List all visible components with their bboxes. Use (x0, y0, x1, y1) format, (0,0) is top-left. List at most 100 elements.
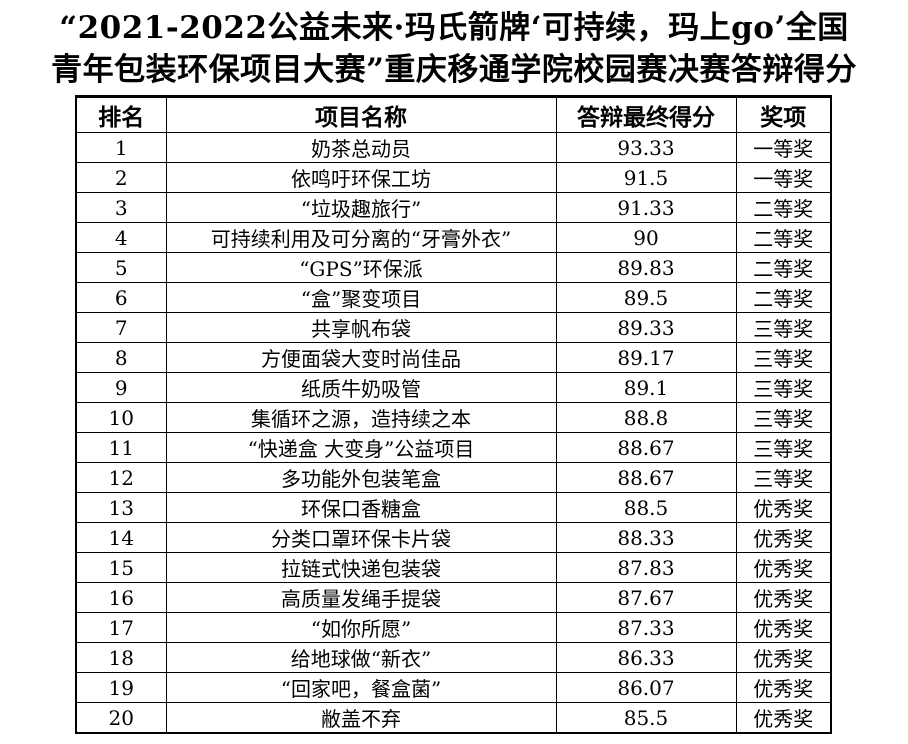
table-row: 6 “盒”聚变项目 89.5 二等奖 (75, 282, 832, 313)
award-cell: 三等奖 (735, 432, 832, 463)
table-row: 16 高质量发绳手提袋 87.67 优秀奖 (75, 582, 832, 613)
project-name-cell: 集循环之源，造持续之本 (165, 402, 557, 433)
score-cell: 89.83 (555, 252, 737, 283)
score-cell: 89.1 (555, 372, 737, 403)
award-cell: 优秀奖 (735, 612, 832, 643)
score-cell: 91.33 (555, 192, 737, 223)
table-header: 排名 项目名称 答辩最终得分 奖项 (75, 96, 832, 133)
table-row: 13 环保口香糖盒 88.5 优秀奖 (75, 492, 832, 523)
rank-cell: 15 (75, 552, 167, 583)
rank-cell: 10 (75, 402, 167, 433)
project-name-cell: 多功能外包装笔盒 (165, 462, 557, 493)
project-name-cell: “盒”聚变项目 (165, 282, 557, 313)
award-cell: 二等奖 (735, 192, 832, 223)
score-cell: 90 (555, 222, 737, 253)
score-cell: 86.33 (555, 642, 737, 673)
score-cell: 91.5 (555, 162, 737, 193)
project-name-cell: 方便面袋大变时尚佳品 (165, 342, 557, 373)
rank-cell: 14 (75, 522, 167, 553)
rank-cell: 19 (75, 672, 167, 703)
project-name-cell: “如你所愿” (165, 612, 557, 643)
project-name-cell: “垃圾趣旅行” (165, 192, 557, 223)
table-row: 11 “快递盒 大变身”公益项目 88.67 三等奖 (75, 432, 832, 463)
score-cell: 93.33 (555, 132, 737, 163)
rank-cell: 12 (75, 462, 167, 493)
rank-cell: 13 (75, 492, 167, 523)
project-name-cell: 高质量发绳手提袋 (165, 582, 557, 613)
project-name-cell: “GPS”环保派 (165, 252, 557, 283)
page-title-line2: 青年包装环保项目大赛”重庆移通学院校园赛决赛答辩得分 (51, 52, 857, 88)
rank-cell: 6 (75, 282, 167, 313)
award-cell: 二等奖 (735, 222, 832, 253)
project-name-cell: 分类口罩环保卡片袋 (165, 522, 557, 553)
award-cell: 优秀奖 (735, 642, 832, 673)
page-title-line1: “2021-2022公益未来·玛氏箭牌‘可持续，玛上go’全国 (59, 10, 849, 46)
rank-cell: 8 (75, 342, 167, 373)
table-row: 18 给地球做“新衣” 86.33 优秀奖 (75, 642, 832, 673)
score-cell: 88.33 (555, 522, 737, 553)
rank-cell: 17 (75, 612, 167, 643)
table-row: 12 多功能外包装笔盒 88.67 三等奖 (75, 462, 832, 493)
header-award: 奖项 (735, 96, 832, 133)
rank-cell: 18 (75, 642, 167, 673)
project-name-cell: “回家吧，餐盒菌” (165, 672, 557, 703)
award-cell: 一等奖 (735, 132, 832, 163)
table-row: 14 分类口罩环保卡片袋 88.33 优秀奖 (75, 522, 832, 553)
score-table: 排名 项目名称 答辩最终得分 奖项 1 奶茶总动员 93.33 一等奖 2 依鸣吁环保工坊… (75, 95, 832, 734)
score-cell: 87.83 (555, 552, 737, 583)
score-cell: 87.33 (555, 612, 737, 643)
project-name-cell: “快递盒 大变身”公益项目 (165, 432, 557, 463)
award-cell: 二等奖 (735, 282, 832, 313)
score-cell: 89.5 (555, 282, 737, 313)
header-final-score: 答辩最终得分 (555, 96, 737, 133)
rank-cell: 9 (75, 372, 167, 403)
award-cell: 三等奖 (735, 462, 832, 493)
project-name-cell: 纸质牛奶吸管 (165, 372, 557, 403)
table-row: 4 可持续利用及可分离的“牙膏外衣” 90 二等奖 (75, 222, 832, 253)
score-cell: 88.8 (555, 402, 737, 433)
project-name-cell: 可持续利用及可分离的“牙膏外衣” (165, 222, 557, 253)
rank-cell: 11 (75, 432, 167, 463)
table-row: 3 “垃圾趣旅行” 91.33 二等奖 (75, 192, 832, 223)
table-row: 20 敝盖不弃 85.5 优秀奖 (75, 702, 832, 734)
award-cell: 优秀奖 (735, 492, 832, 523)
award-cell: 二等奖 (735, 252, 832, 283)
page-title: “2021-2022公益未来·玛氏箭牌‘可持续，玛上go’全国 青年包装环保项目… (0, 7, 908, 91)
score-cell: 85.5 (555, 702, 737, 734)
table-row: 7 共享帆布袋 89.33 三等奖 (75, 312, 832, 343)
project-name-cell: 依鸣吁环保工坊 (165, 162, 557, 193)
table-row: 19 “回家吧，餐盒菌” 86.07 优秀奖 (75, 672, 832, 703)
score-cell: 87.67 (555, 582, 737, 613)
score-cell: 88.67 (555, 432, 737, 463)
rank-cell: 5 (75, 252, 167, 283)
table-row: 9 纸质牛奶吸管 89.1 三等奖 (75, 372, 832, 403)
rank-cell: 20 (75, 702, 167, 734)
score-cell: 86.07 (555, 672, 737, 703)
table-row: 8 方便面袋大变时尚佳品 89.17 三等奖 (75, 342, 832, 373)
award-cell: 优秀奖 (735, 552, 832, 583)
table-row: 2 依鸣吁环保工坊 91.5 一等奖 (75, 162, 832, 193)
project-name-cell: 给地球做“新衣” (165, 642, 557, 673)
header-project-name: 项目名称 (165, 96, 557, 133)
project-name-cell: 环保口香糖盒 (165, 492, 557, 523)
score-cell: 88.5 (555, 492, 737, 523)
award-cell: 三等奖 (735, 372, 832, 403)
score-cell: 89.33 (555, 312, 737, 343)
header-row: 排名 项目名称 答辩最终得分 奖项 (75, 96, 832, 133)
award-cell: 三等奖 (735, 342, 832, 373)
table-row: 15 拉链式快递包装袋 87.83 优秀奖 (75, 552, 832, 583)
table-row: 17 “如你所愿” 87.33 优秀奖 (75, 612, 832, 643)
rank-cell: 2 (75, 162, 167, 193)
project-name-cell: 拉链式快递包装袋 (165, 552, 557, 583)
score-cell: 89.17 (555, 342, 737, 373)
award-cell: 三等奖 (735, 312, 832, 343)
table-body: 1 奶茶总动员 93.33 一等奖 2 依鸣吁环保工坊 91.5 一等奖 3 “垃圾趣旅行” 91.… (75, 132, 832, 734)
score-cell: 88.67 (555, 462, 737, 493)
rank-cell: 1 (75, 132, 167, 163)
header-rank: 排名 (75, 96, 167, 133)
table-row: 10 集循环之源，造持续之本 88.8 三等奖 (75, 402, 832, 433)
award-cell: 三等奖 (735, 402, 832, 433)
table-row: 1 奶茶总动员 93.33 一等奖 (75, 132, 832, 163)
rank-cell: 3 (75, 192, 167, 223)
